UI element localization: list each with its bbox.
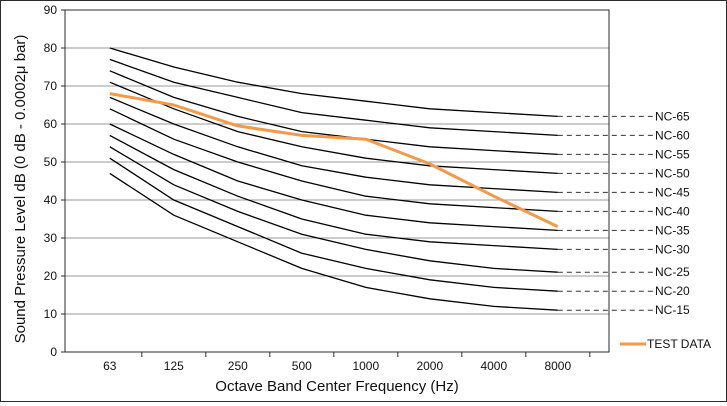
curve-label-nc-60: NC-60: [655, 128, 690, 142]
curve-nc-15: [109, 172, 558, 311]
curve-nc-30: [109, 134, 558, 251]
x-tick-label-1000: 1000: [352, 359, 379, 373]
x-tick-label-250: 250: [228, 359, 248, 373]
y-tick-label-10: 10: [44, 307, 58, 321]
curve-nc-55: [109, 70, 558, 156]
test-data-series: [109, 92, 559, 228]
y-tick-label-50: 50: [44, 155, 58, 169]
nc-curves: [109, 47, 558, 311]
y-tick-label-70: 70: [44, 79, 58, 93]
test-data-line: [109, 92, 559, 228]
y-tick-label-40: 40: [44, 193, 58, 207]
y-tick-label-20: 20: [44, 269, 58, 283]
series-labels: NC-65 NC-60 NC-55 NC-50 NC-45 NC-40 NC-35 NC-30…: [655, 109, 690, 317]
curve-nc-50: [109, 81, 558, 175]
curve-nc-60: [109, 58, 558, 137]
curve-nc-65: [109, 47, 558, 118]
curve-label-nc-25: NC-25: [655, 265, 690, 279]
curve-label-nc-40: NC-40: [655, 204, 690, 218]
nc-curve-extensions: [557, 115, 653, 311]
legend-label-test-data: TEST DATA: [647, 337, 711, 351]
y-tick-label-30: 30: [44, 231, 58, 245]
y-tick-label-60: 60: [44, 117, 58, 131]
curve-label-nc-15: NC-15: [655, 303, 690, 317]
curve-nc-35: [109, 123, 558, 232]
curve-nc-25: [109, 146, 558, 273]
curve-label-nc-65: NC-65: [655, 109, 690, 123]
x-tick-label-63: 63: [103, 359, 117, 373]
x-tick-label-125: 125: [164, 359, 184, 373]
gridlines: [65, 47, 609, 315]
y-tick-label-80: 80: [44, 41, 58, 55]
curve-label-nc-20: NC-20: [655, 284, 690, 298]
curve-label-nc-55: NC-55: [655, 147, 690, 161]
x-tick-label-500: 500: [292, 359, 312, 373]
curve-label-nc-30: NC-30: [655, 242, 690, 256]
x-axis-label: Octave Band Center Frequency (Hz): [215, 378, 458, 395]
x-tick-label-4000: 4000: [480, 359, 507, 373]
x-tick-label-2000: 2000: [416, 359, 443, 373]
curve-nc-45: [109, 96, 558, 194]
y-axis-label: Sound Pressure Level dB (0 dB - 0.0002μ …: [12, 35, 29, 344]
curve-label-nc-50: NC-50: [655, 166, 690, 180]
curve-nc-40: [109, 108, 558, 213]
curve-nc-20: [109, 157, 558, 292]
plot-area-border: [64, 9, 610, 353]
curve-label-nc-35: NC-35: [655, 223, 690, 237]
curve-label-nc-45: NC-45: [655, 185, 690, 199]
x-tick-label-8000: 8000: [544, 359, 571, 373]
legend: TEST DATA: [620, 337, 711, 351]
y-tick-label-90: 90: [44, 3, 58, 17]
y-tick-label-0: 0: [50, 345, 57, 359]
axes: 0 10 20 30 40 50 60 70 80 90 63 125 250 500 1000 2000 40…: [44, 3, 591, 373]
